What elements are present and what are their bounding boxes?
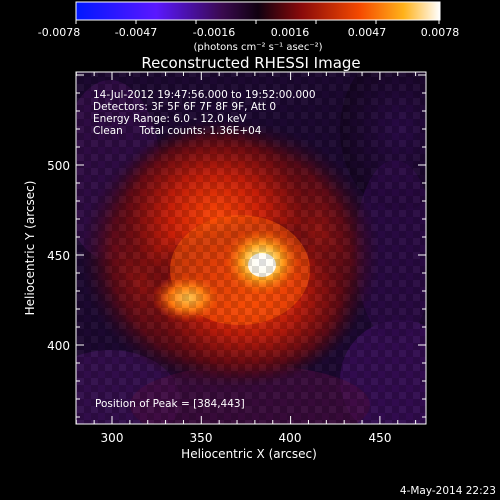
y-tick-label: 500 <box>47 159 70 173</box>
x-tick-label: 350 <box>190 431 213 445</box>
plot-frame <box>75 71 427 425</box>
x-tick-label: 450 <box>369 431 392 445</box>
rhessi-image <box>76 72 426 424</box>
colorbar-tick-label: 0.0047 <box>348 26 387 39</box>
observation-info: 14-Jul-2012 19:47:56.000 to 19:52:00.000… <box>93 89 316 137</box>
y-tick-label: 400 <box>47 339 70 353</box>
colorbar-tick-label: 0.0078 <box>421 26 460 39</box>
y-tick-label: 450 <box>47 249 70 263</box>
colorbar: -0.0078 -0.0047 -0.0016 0.0016 0.0047 0.… <box>38 1 460 53</box>
colorbar-gradient <box>75 1 441 21</box>
colorbar-tick-label: -0.0078 <box>38 26 80 39</box>
info-line-detectors: Detectors: 3F 5F 6F 7F 8F 9F, Att 0 <box>93 101 276 113</box>
colorbar-units: (photons cm⁻² s⁻¹ asec⁻²) <box>193 42 322 53</box>
x-axis-label: Heliocentric X (arcsec) <box>181 447 317 461</box>
info-line-clean: Clean Total counts: 1.36E+04 <box>93 125 262 137</box>
colorbar-tick-label: -0.0047 <box>115 26 157 39</box>
footer-date: 4-May-2014 22:23 <box>400 485 496 497</box>
colorbar-tick-label: 0.0016 <box>271 26 310 39</box>
colorbar-tick-label: -0.0016 <box>193 26 235 39</box>
x-tick-label: 300 <box>101 431 124 445</box>
info-line-time: 14-Jul-2012 19:47:56.000 to 19:52:00.000 <box>93 89 316 101</box>
peak-position-label: Position of Peak = [384,443] <box>95 398 245 410</box>
info-line-energy: Energy Range: 6.0 - 12.0 keV <box>93 113 247 125</box>
plot-title: Reconstructed RHESSI Image <box>141 54 360 72</box>
x-tick-label: 400 <box>279 431 302 445</box>
y-axis-label: Heliocentric Y (arcsec) <box>23 181 37 316</box>
